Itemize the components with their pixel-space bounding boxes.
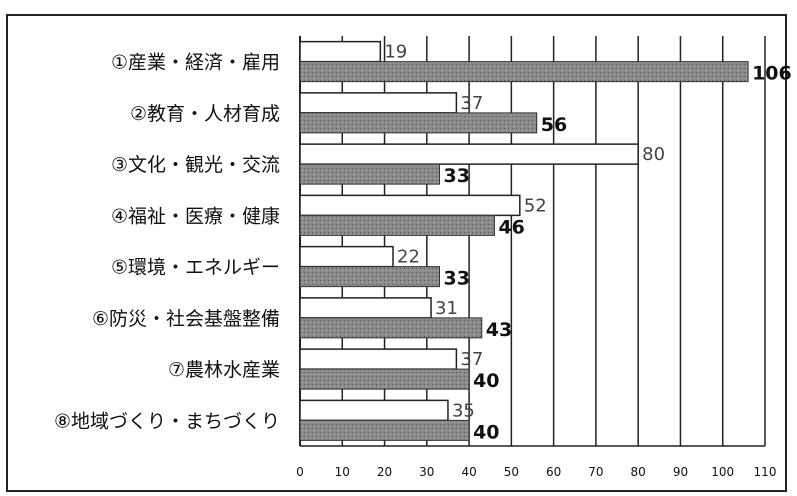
x-tick-label: 70 (588, 465, 603, 479)
data-label-series2: 40 (473, 421, 499, 443)
bar-series1 (299, 245, 394, 268)
bar-series2 (299, 214, 495, 236)
category-label: ⑧地域づくり・まちづくり (54, 410, 280, 432)
bar-series2 (299, 317, 483, 339)
bar-series1 (299, 297, 432, 319)
x-tick-label: 100 (711, 465, 734, 479)
bar-series1 (299, 92, 458, 114)
category-label: ②教育・人材育成 (130, 103, 280, 125)
x-tick-label: 40 (461, 465, 476, 479)
bar-series1 (299, 348, 458, 370)
x-axis-ticks: 0 10 20 30 40 50 60 70 80 90 100 110 (296, 465, 776, 479)
bar-series1 (299, 399, 449, 422)
x-tick-label: 30 (419, 465, 434, 479)
data-label-series2: 33 (444, 165, 470, 187)
data-label-series2: 46 (498, 216, 524, 238)
bar-series2 (299, 61, 749, 83)
data-label-series1: 52 (524, 195, 547, 216)
data-label-series1: 37 (460, 93, 483, 114)
bar-series2 (299, 112, 538, 134)
data-label-series2: 43 (486, 319, 512, 341)
data-label-series1: 37 (460, 349, 483, 370)
x-tick-label: 0 (296, 465, 304, 479)
bars-group (299, 40, 749, 441)
bar-series1 (299, 194, 521, 217)
bar-series2 (299, 266, 440, 288)
data-label-series1: 22 (397, 247, 420, 268)
x-tick-label: 80 (631, 465, 646, 479)
data-label-series2: 56 (541, 114, 567, 136)
data-label-series1: 19 (384, 42, 407, 63)
category-label: ⑦農林水産業 (168, 359, 280, 381)
category-label: ⑤環境・エネルギー (111, 257, 280, 279)
x-tick-label: 10 (335, 465, 350, 479)
bar-series2 (299, 163, 440, 185)
data-label-series2: 40 (473, 370, 499, 392)
bar-series2 (299, 419, 470, 441)
data-label-series2: 33 (444, 268, 470, 290)
x-tick-label: 110 (754, 465, 777, 479)
category-label: ⑥防災・社会基盤整備 (92, 308, 280, 330)
data-label-series1: 80 (642, 144, 665, 165)
data-label-series1: 35 (452, 400, 475, 421)
category-label: ③文化・観光・交流 (111, 154, 280, 176)
x-tick-label: 20 (377, 465, 392, 479)
category-labels: ①産業・経済・雇用 ②教育・人材育成 ③文化・観光・交流 ④福祉・医療・健康 ⑤環境・エ… (54, 52, 280, 433)
bar-series1 (299, 40, 382, 63)
category-label: ①産業・経済・雇用 (111, 52, 280, 74)
bar-series2 (299, 368, 470, 390)
x-tick-label: 90 (673, 465, 688, 479)
x-tick-label: 50 (504, 465, 519, 479)
data-label-series2: 106 (752, 63, 792, 85)
category-label: ④福祉・医療・健康 (111, 205, 280, 227)
x-tick-label: 60 (546, 465, 561, 479)
bar-series1 (299, 143, 639, 165)
data-label-series1: 31 (435, 298, 458, 319)
